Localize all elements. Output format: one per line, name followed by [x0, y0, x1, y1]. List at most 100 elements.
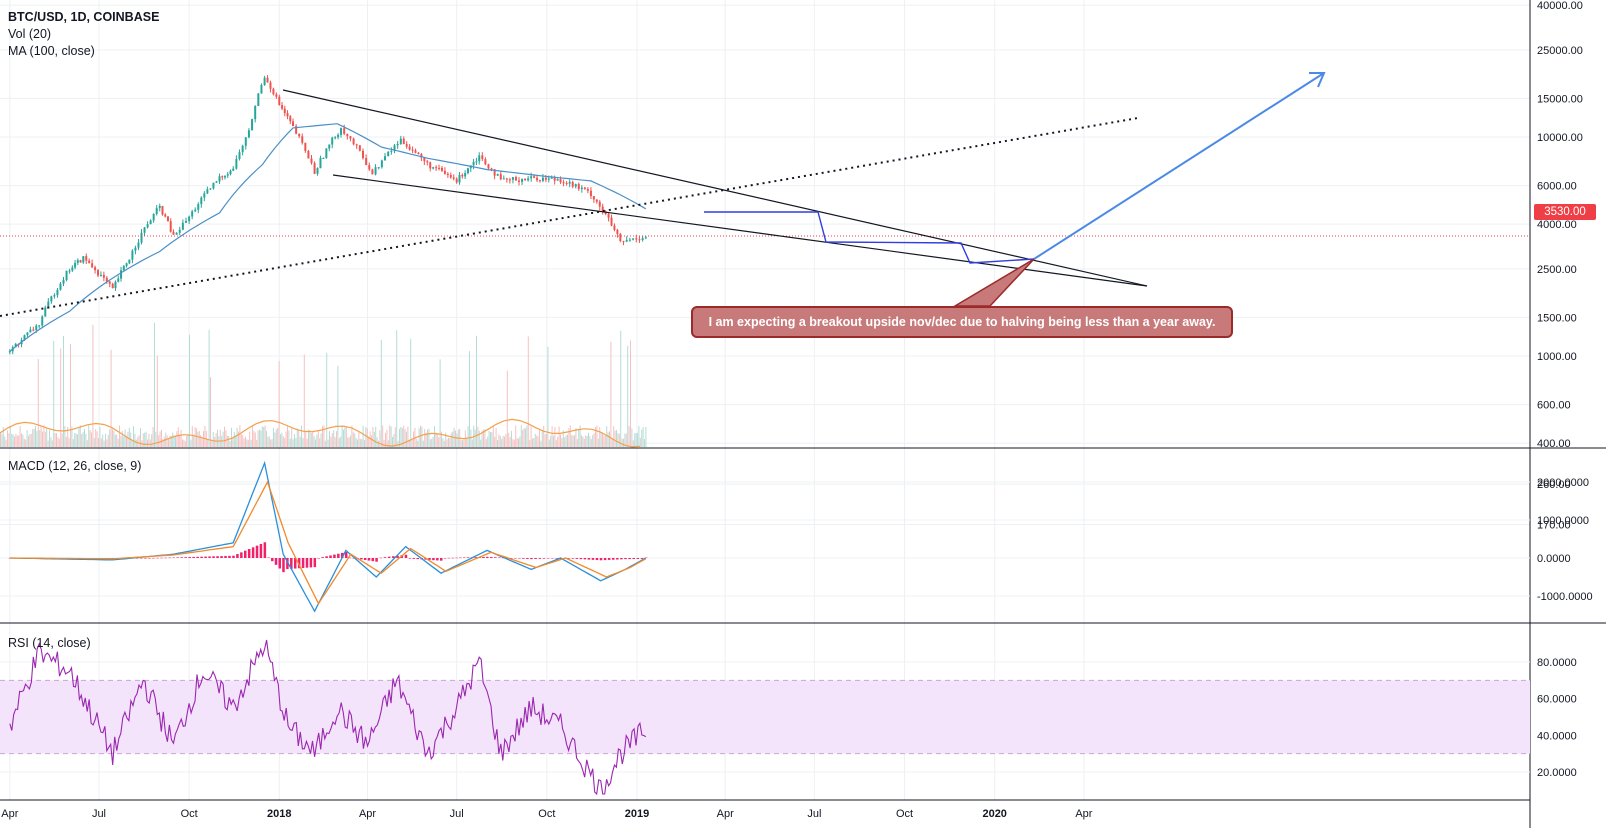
candle-body — [638, 239, 641, 241]
macd-histogram-bar — [297, 558, 301, 569]
volume-bar — [540, 440, 542, 447]
volume-bar — [623, 438, 624, 447]
volume-bar — [494, 436, 496, 447]
macd-histogram-bar — [156, 557, 159, 559]
rsi-band-fill — [0, 680, 1530, 754]
candle-body — [493, 169, 496, 176]
candle-body — [435, 167, 438, 169]
volume-bar — [478, 430, 480, 447]
projection-path[interactable] — [704, 211, 1035, 264]
volume-bar — [23, 438, 25, 447]
macd-histogram-bar — [603, 558, 607, 561]
volume-bar — [137, 437, 139, 447]
macd-histogram-bar — [305, 558, 309, 568]
volume-bar — [40, 425, 42, 447]
candle-body — [586, 189, 589, 191]
candle-body — [411, 149, 414, 151]
y-tick-label: 170.00 — [1537, 520, 1571, 532]
candle-body — [26, 332, 29, 336]
candle-body — [102, 274, 105, 278]
rsi-pane-title[interactable]: RSI (14, close) — [8, 636, 91, 650]
candle-body — [164, 214, 167, 217]
volume-bar — [30, 433, 32, 447]
candle-body — [384, 156, 387, 161]
candle-body — [23, 335, 26, 341]
volume-bar — [231, 427, 232, 447]
macd-histogram-bar — [321, 557, 324, 558]
volume-bar — [630, 340, 631, 447]
candle-body — [426, 161, 429, 163]
macd-histogram-bar — [555, 558, 558, 559]
volume-bar — [295, 438, 297, 447]
volume-bar — [596, 425, 598, 447]
volume-bar — [607, 432, 609, 447]
volume-bar — [385, 432, 386, 447]
volume-bar — [529, 440, 531, 447]
candle-body — [218, 176, 221, 182]
volume-bar — [352, 432, 354, 447]
volume-bar — [532, 438, 533, 447]
candle-body — [387, 151, 390, 157]
volume-bar — [519, 436, 521, 447]
candle-body — [108, 281, 111, 284]
volume-bar — [102, 434, 104, 447]
candle-body — [35, 325, 38, 331]
volume-bar — [26, 430, 28, 447]
macd-histogram-bar — [236, 554, 239, 558]
volume-bar — [39, 430, 41, 447]
lower-trendline[interactable] — [332, 174, 1148, 287]
volume-bar — [186, 435, 188, 447]
macd-histogram-bar — [168, 557, 171, 559]
candle-body — [29, 329, 32, 333]
candle-body — [289, 116, 292, 122]
volume-bar — [267, 436, 269, 447]
volume-bar — [81, 433, 83, 447]
macd-pane-title[interactable]: MACD (12, 26, close, 9) — [8, 459, 142, 473]
x-tick-label: Oct — [181, 808, 198, 820]
candle-body — [446, 173, 449, 175]
volume-bar — [285, 431, 287, 447]
ma-indicator-label[interactable]: MA (100, close) — [8, 44, 95, 58]
volume-bar — [334, 437, 336, 447]
volume-bar — [390, 426, 392, 447]
volume-bar — [284, 438, 286, 447]
candle-body — [283, 108, 286, 114]
volume-bar — [254, 432, 256, 447]
candle-body — [32, 329, 35, 331]
volume-bar — [77, 434, 78, 447]
macd-histogram-bar — [282, 558, 285, 573]
candle-body — [541, 177, 544, 181]
volume-bar — [359, 438, 361, 447]
volume-bar — [96, 431, 98, 447]
candle-body — [334, 137, 337, 139]
volume-bar — [123, 436, 125, 447]
dotted-support-line[interactable] — [0, 117, 1139, 317]
volume-bar — [232, 437, 234, 447]
candle-body — [260, 85, 263, 94]
volume-bar — [340, 436, 342, 447]
candle-body — [188, 216, 191, 222]
breakout-arrow-line[interactable] — [1033, 72, 1325, 260]
upper-trendline[interactable] — [282, 89, 1148, 287]
volume-bar — [604, 435, 606, 447]
volume-bar — [152, 427, 154, 447]
symbol-label[interactable]: BTC/USD, 1D, COINBASE — [8, 10, 160, 24]
annotation-callout[interactable]: I am expecting a breakout upside nov/dec… — [691, 306, 1233, 338]
volume-bar — [46, 428, 48, 447]
volume-bar — [50, 437, 52, 447]
volume-bar — [394, 427, 396, 447]
macd-histogram-bar — [459, 557, 462, 559]
macd-histogram-bar — [344, 552, 348, 558]
candle-body — [417, 152, 420, 155]
volume-bar — [337, 366, 339, 447]
volume-bar — [217, 429, 218, 447]
candle-body — [402, 138, 405, 145]
volume-bar — [606, 426, 608, 447]
macd-histogram-bar — [482, 556, 485, 558]
volume-bar — [548, 439, 550, 447]
volume-indicator-label[interactable]: Vol (20) — [8, 27, 52, 41]
volume-bar — [326, 352, 328, 447]
